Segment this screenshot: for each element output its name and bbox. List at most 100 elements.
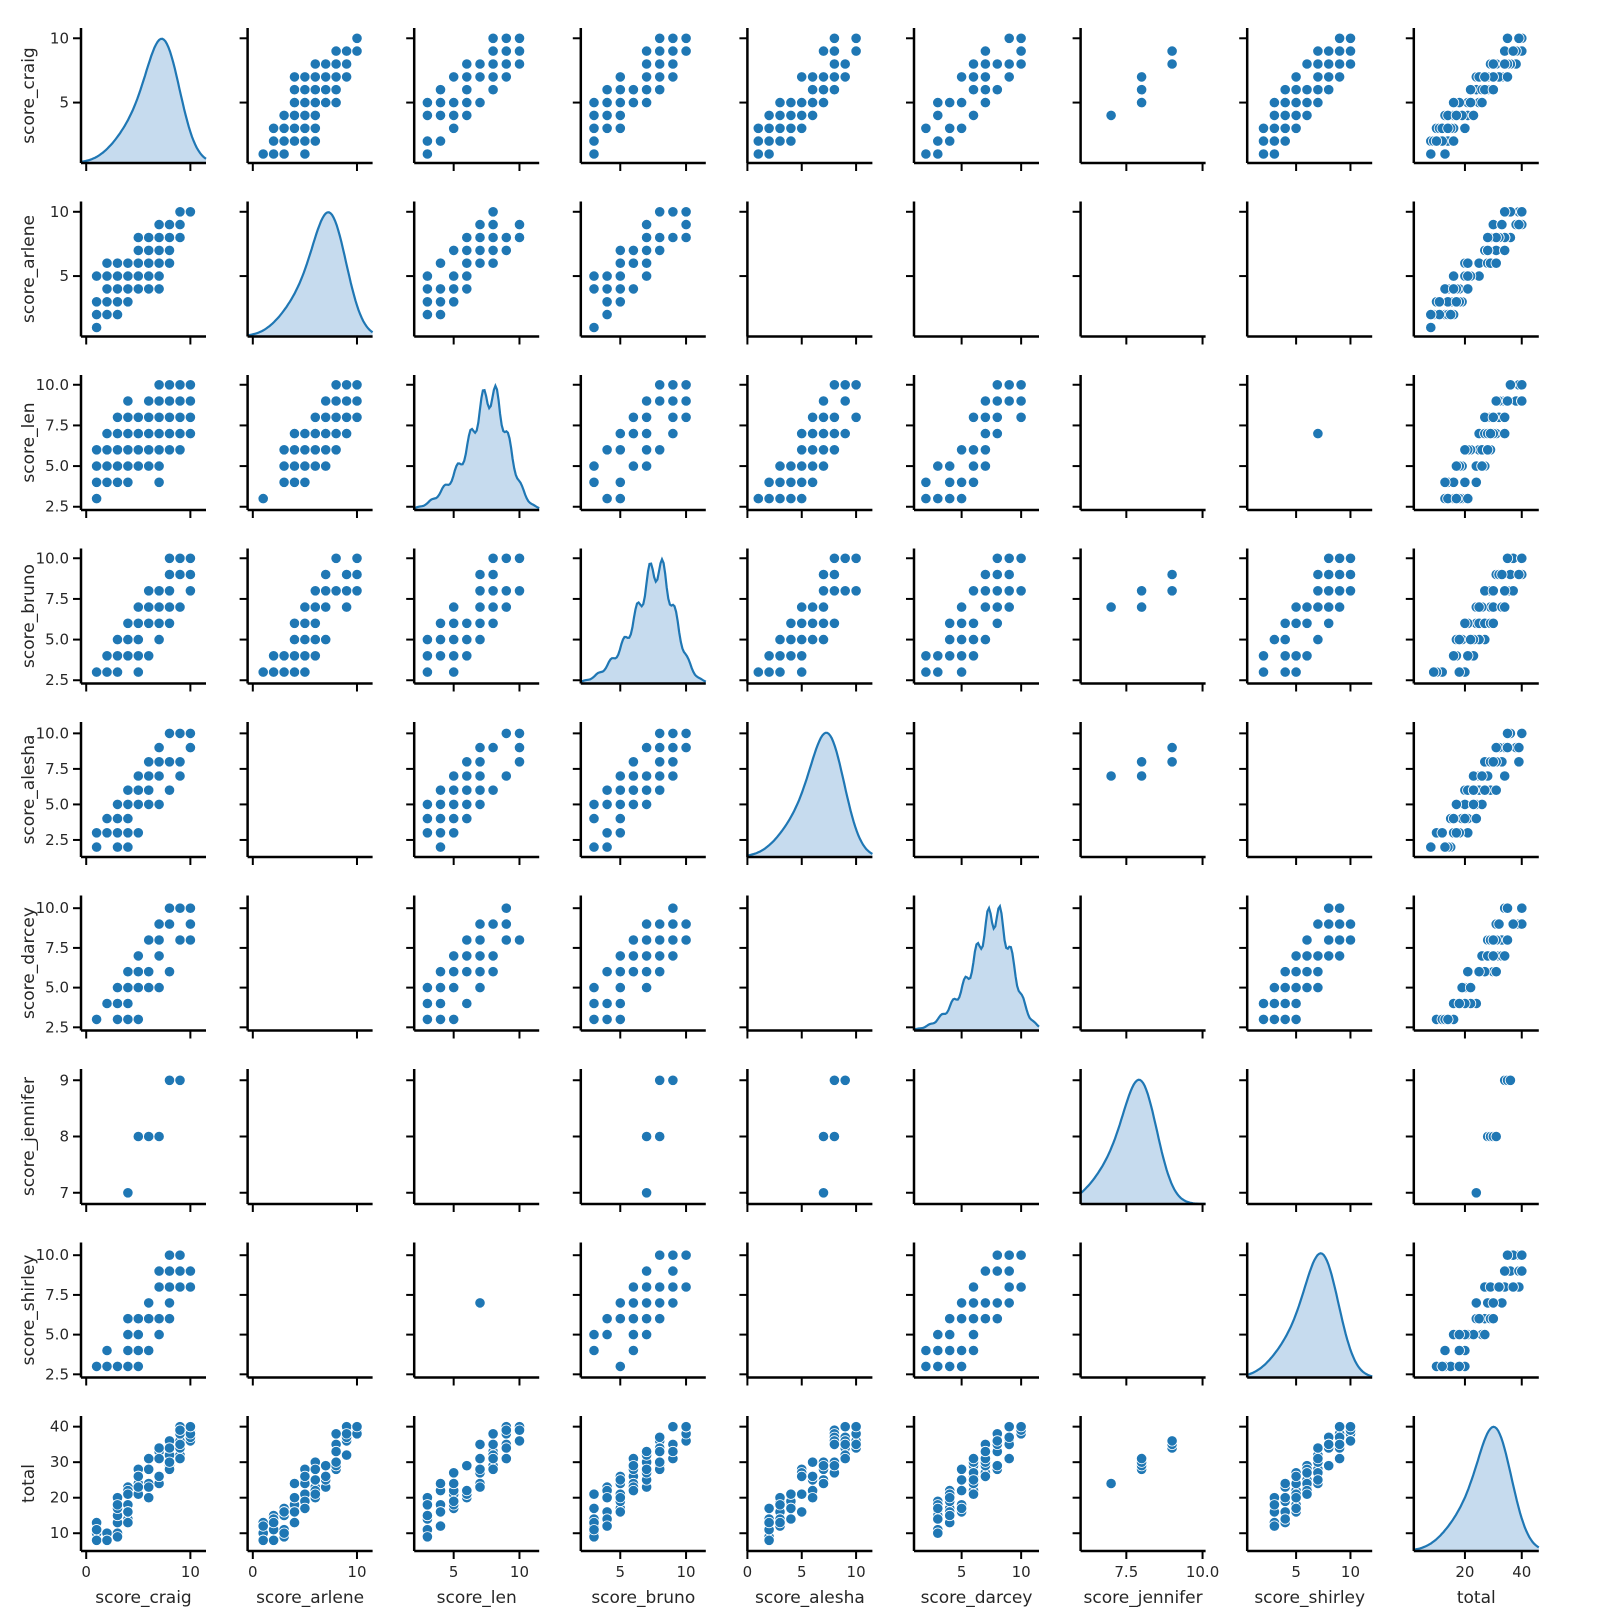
scatter-point [111, 841, 124, 853]
scatter-point [163, 1297, 176, 1309]
scatter-point [1490, 966, 1502, 978]
scatter-point [1279, 1513, 1291, 1525]
panel-score_craig-vs-score_darcey [906, 28, 1039, 171]
scatter-point [932, 1360, 944, 1373]
scatter-point [1166, 45, 1178, 57]
scatter-point [309, 58, 321, 70]
scatter-point [1003, 568, 1015, 581]
y-tick-label: 8 [59, 1128, 69, 1146]
x-tick-label: 20 [1455, 1563, 1474, 1581]
scatter-point [1015, 45, 1027, 57]
scatter-point [434, 827, 447, 839]
scatter-point [122, 1488, 134, 1500]
panel-score_darcey-vs-score_alesha [739, 895, 873, 1039]
scatter-point [1301, 981, 1313, 994]
scatter-point [955, 1313, 968, 1325]
scatter-point [513, 552, 526, 564]
scatter-point [448, 633, 460, 646]
scatter-point [448, 798, 460, 811]
scatter-point [1462, 492, 1474, 505]
scatter-point [288, 71, 301, 83]
scatter-point [614, 71, 626, 83]
scatter-point [1301, 1488, 1313, 1500]
scatter-point [967, 617, 980, 629]
scatter-point [1476, 97, 1488, 109]
scatter-point [1015, 379, 1027, 391]
scatter-point [448, 1013, 460, 1026]
scatter-point [434, 1520, 447, 1532]
scatter-point [163, 231, 176, 244]
scatter-point [132, 1329, 144, 1341]
scatter-point [174, 219, 186, 231]
scatter-point [487, 568, 499, 581]
scatter-point [513, 741, 526, 754]
scatter-point [1425, 308, 1437, 321]
scatter-point [1428, 666, 1440, 678]
panel-score_jennifer-vs-score_jennifer [1072, 1069, 1206, 1212]
scatter-point [122, 650, 134, 662]
scatter-point [1459, 617, 1471, 629]
scatter-point [1487, 756, 1499, 768]
scatter-point [1504, 379, 1517, 391]
y-tick-label: 2.5 [45, 831, 69, 849]
scatter-point [330, 427, 342, 440]
scatter-point [288, 135, 301, 147]
scatter-point [299, 122, 311, 134]
scatter-point [955, 97, 968, 109]
scatter-point [122, 966, 134, 978]
x-tick-label: 10 [847, 1563, 866, 1581]
scatter-point [487, 219, 499, 231]
scatter-point [163, 1313, 176, 1325]
scatter-point [153, 1329, 165, 1341]
scatter-point [667, 727, 679, 740]
scatter-point [174, 1265, 186, 1277]
scatter-point [785, 492, 797, 505]
scatter-point [680, 206, 692, 218]
scatter-point [132, 827, 144, 839]
scatter-point [1430, 135, 1443, 147]
scatter-point [143, 585, 155, 597]
scatter-point [111, 981, 124, 994]
y-tick-label: 7.5 [45, 760, 69, 778]
scatter-point [1344, 1435, 1357, 1447]
scatter-point [955, 1502, 968, 1515]
scatter-point [101, 460, 113, 472]
scatter-point [1301, 950, 1313, 962]
scatter-point [1290, 1470, 1302, 1483]
scatter-point [979, 633, 992, 646]
scatter-point [1257, 148, 1270, 160]
scatter-point [1323, 585, 1335, 597]
scatter-point [627, 97, 640, 109]
scatter-point [434, 283, 447, 295]
scatter-point [1015, 1249, 1027, 1261]
scatter-point [667, 427, 679, 440]
scatter-point [955, 633, 968, 646]
scatter-point [434, 109, 447, 122]
scatter-point [1482, 244, 1494, 256]
scatter-point [806, 1456, 819, 1468]
scatter-point [487, 45, 499, 57]
scatter-point [839, 71, 851, 83]
y-tick-label: 40 [50, 1418, 69, 1436]
scatter-point [1257, 666, 1270, 678]
scatter-point [614, 122, 626, 134]
scatter-point [174, 1074, 186, 1086]
scatter-point [614, 1313, 626, 1325]
scatter-point [299, 460, 311, 472]
scatter-point [640, 934, 653, 946]
scatter-point [340, 395, 353, 407]
scatter-point [163, 219, 176, 231]
scatter-point [351, 585, 363, 597]
scatter-point [654, 206, 666, 218]
panel-score_len-vs-score_darcey [906, 375, 1039, 518]
scatter-point [163, 1456, 176, 1468]
scatter-point [763, 492, 775, 505]
scatter-point [474, 231, 486, 244]
scatter-point [1516, 206, 1528, 218]
scatter-point [122, 997, 134, 1010]
panel-score_len-vs-score_jennifer [1072, 375, 1206, 518]
scatter-point [979, 97, 992, 109]
scatter-point [796, 122, 808, 134]
scatter-point [513, 585, 526, 597]
